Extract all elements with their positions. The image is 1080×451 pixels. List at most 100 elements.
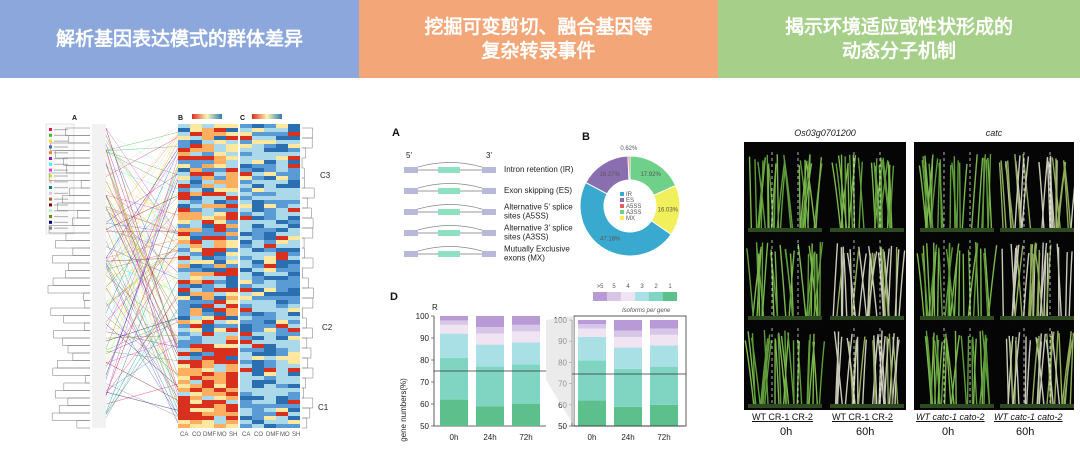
heatmap-cell bbox=[202, 408, 214, 412]
heatmap-cell bbox=[190, 276, 202, 280]
heatmap-cell bbox=[190, 204, 202, 208]
heatmap-cell bbox=[288, 256, 300, 260]
heatmap-cell bbox=[252, 292, 264, 296]
rice-leaf bbox=[921, 159, 929, 233]
legend-swatch bbox=[49, 226, 52, 230]
heatmap-cell bbox=[240, 196, 252, 200]
heatmap-cell bbox=[288, 264, 300, 268]
heatmap-cell bbox=[288, 268, 300, 272]
heatmap-cell bbox=[276, 288, 288, 292]
heatmap-cell bbox=[202, 320, 214, 324]
bar-segment bbox=[440, 357, 468, 400]
heatmap-cell bbox=[190, 216, 202, 220]
heatmap-cell bbox=[226, 144, 238, 148]
rice-leaf bbox=[1037, 249, 1040, 321]
heatmap-cell bbox=[288, 240, 300, 244]
tanglegram-link bbox=[105, 287, 179, 398]
heatmap-cell bbox=[178, 296, 190, 300]
tanglegram-link bbox=[105, 190, 179, 245]
heatmap-cell bbox=[214, 164, 226, 168]
donut-legend-swatch bbox=[620, 198, 624, 202]
rice-leaf bbox=[1038, 161, 1045, 233]
heatmap-cell bbox=[276, 248, 288, 252]
dendrogram-branch bbox=[57, 202, 90, 211]
heatmap-cell bbox=[190, 148, 202, 152]
isoform-key-label: 2 bbox=[654, 284, 658, 290]
heatmap-cell bbox=[190, 416, 202, 420]
heatmap-cell bbox=[264, 252, 276, 256]
heatmap-cell bbox=[276, 308, 288, 312]
heatmap-cell bbox=[202, 168, 214, 172]
legend-text-line bbox=[54, 163, 68, 165]
heatmap-cell bbox=[190, 224, 202, 228]
heatmap-cell bbox=[276, 320, 288, 324]
heatmap-cell bbox=[202, 316, 214, 320]
rice-leaf bbox=[832, 243, 839, 321]
bar-segment bbox=[440, 333, 468, 358]
heatmap-cell bbox=[178, 208, 190, 212]
tanglegram-link bbox=[105, 185, 179, 285]
tanglegram-link bbox=[105, 258, 179, 277]
heatmap-cell bbox=[288, 328, 300, 332]
heatmap-cell bbox=[240, 280, 252, 284]
heatmap-cell bbox=[226, 176, 238, 180]
heatmap-cell bbox=[288, 316, 300, 320]
heatmap-cell bbox=[190, 200, 202, 204]
heatmap-cell bbox=[226, 372, 238, 376]
heatmap-cell bbox=[202, 252, 214, 256]
bar-segment bbox=[650, 328, 678, 335]
heatmap-cell bbox=[276, 332, 288, 336]
heatmap-cell bbox=[276, 272, 288, 276]
heatmap-cell bbox=[264, 352, 276, 356]
dendrogram-branch bbox=[302, 227, 314, 239]
legend-swatch bbox=[49, 191, 52, 195]
genotype-labels-4: WT catc-1 cato-2 bbox=[994, 412, 1063, 422]
x-label-c: CA bbox=[242, 432, 250, 438]
heatmap-cell bbox=[202, 300, 214, 304]
heatmap-cell bbox=[214, 400, 226, 404]
splice-junction bbox=[417, 204, 483, 210]
heatmap-cell bbox=[202, 304, 214, 308]
heatmap-cell bbox=[264, 280, 276, 284]
heatmap-cell bbox=[276, 336, 288, 340]
tanglegram-link bbox=[105, 302, 179, 416]
heatmap-cell bbox=[178, 156, 190, 160]
heatmap-cell bbox=[288, 332, 300, 336]
heatmap-cell bbox=[202, 388, 214, 392]
heatmap-cell bbox=[288, 224, 300, 228]
splice-junction bbox=[417, 225, 483, 231]
heatmap-cell bbox=[288, 380, 300, 384]
exon-block bbox=[404, 251, 418, 257]
rice-leaf bbox=[961, 163, 968, 233]
isoform-legend-caption: Isoforms per gene bbox=[622, 308, 671, 314]
rice-leaf bbox=[748, 156, 753, 233]
heatmap-cell bbox=[226, 188, 238, 192]
heatmap-cell bbox=[178, 248, 190, 252]
heatmap-cell bbox=[288, 260, 300, 264]
heatmap-cell bbox=[264, 216, 276, 220]
tanglegram-link bbox=[105, 273, 179, 346]
rice-leaf bbox=[841, 246, 844, 321]
heatmap-cell bbox=[178, 324, 190, 328]
heatmap-cell bbox=[214, 424, 226, 428]
heatmap-cell bbox=[226, 232, 238, 236]
rice-leaf bbox=[750, 337, 762, 409]
legend-text-line bbox=[54, 187, 68, 189]
heatmap-cell bbox=[178, 244, 190, 248]
heatmap-cell bbox=[288, 312, 300, 316]
banner-splicing-events: 挖掘可变剪切、融合基因等 复杂转录事件 bbox=[359, 0, 718, 78]
heatmap-cell bbox=[190, 184, 202, 188]
heatmap-cell bbox=[252, 152, 264, 156]
exon-block bbox=[438, 230, 460, 236]
heatmap-cell bbox=[264, 416, 276, 420]
heatmap-cell bbox=[288, 252, 300, 256]
dendrogram-branch bbox=[51, 412, 90, 421]
x-label-b: MO bbox=[217, 432, 227, 438]
rice-leaf bbox=[770, 249, 775, 321]
heatmap-cell bbox=[202, 412, 214, 416]
heatmap-cell bbox=[190, 288, 202, 292]
heatmap-cell bbox=[240, 276, 252, 280]
heatmap-cell bbox=[276, 220, 288, 224]
heatmap-cell bbox=[214, 324, 226, 328]
rice-leaf bbox=[937, 341, 943, 409]
